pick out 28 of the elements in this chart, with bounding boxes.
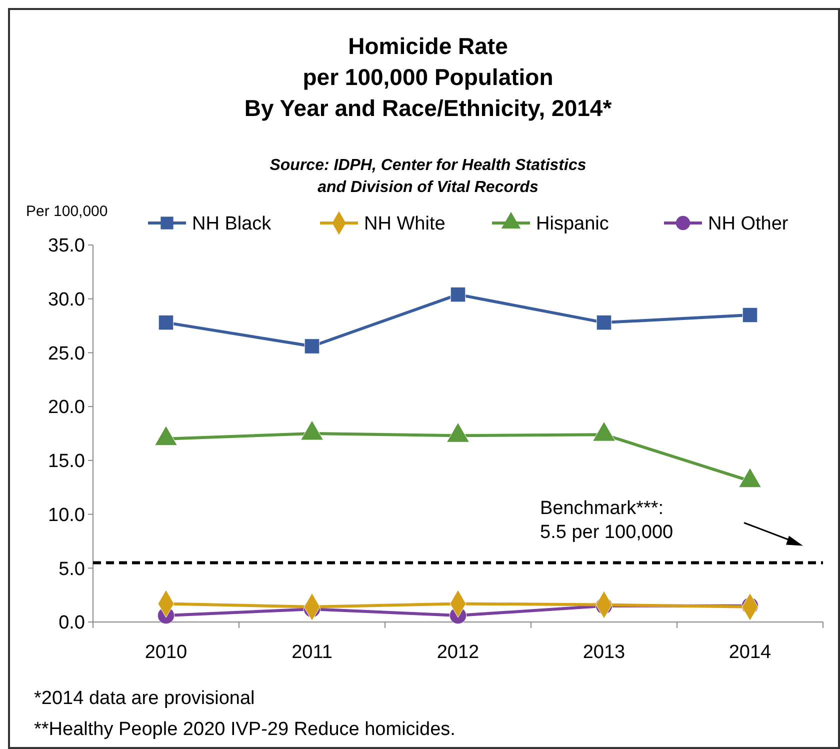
x-tick-label: 2011	[292, 642, 332, 663]
y-tick-label: 30.0	[48, 290, 85, 311]
point	[742, 307, 758, 323]
x-tick-label: 2013	[582, 642, 626, 663]
point	[596, 314, 612, 330]
y-tick-label: 35.0	[48, 236, 85, 257]
point	[158, 314, 174, 330]
y-tick-label: 0.0	[58, 612, 85, 634]
legend-label: NH Black	[192, 214, 272, 235]
x-tick-label: 2014	[728, 642, 772, 663]
y-tick-label: 20.0	[48, 397, 85, 418]
chart-title: Homicide Rate per 100,000 Population By Year and Race/Ethnicity, 2014*	[244, 33, 612, 121]
y-tick-label: 10.0	[48, 504, 85, 526]
y-tick-label: 5.0	[58, 558, 85, 580]
text: *2014 data are provisional	[34, 688, 255, 709]
legend-label: NH White	[364, 214, 446, 235]
x-tick-label: 2012	[436, 642, 480, 663]
legend-label: NH Other	[708, 214, 789, 235]
y-axis-title: Per 100,000	[26, 203, 108, 220]
point	[304, 338, 320, 354]
text: **Healthy People 2020 IVP-29 Reduce homicides.	[34, 719, 456, 740]
ref-line-label: Benchmark***: 5.5 per 100,000	[540, 498, 674, 543]
legend-label: Hispanic	[536, 214, 609, 235]
y-tick-label: 25.0	[48, 343, 85, 364]
x-tick-label: 2010	[144, 642, 188, 663]
chart-subtitle: Source: IDPH, Center for Health Statistics and Division of Vital Records	[270, 157, 586, 196]
point	[450, 286, 466, 302]
y-tick-label: 15.0	[48, 451, 85, 472]
